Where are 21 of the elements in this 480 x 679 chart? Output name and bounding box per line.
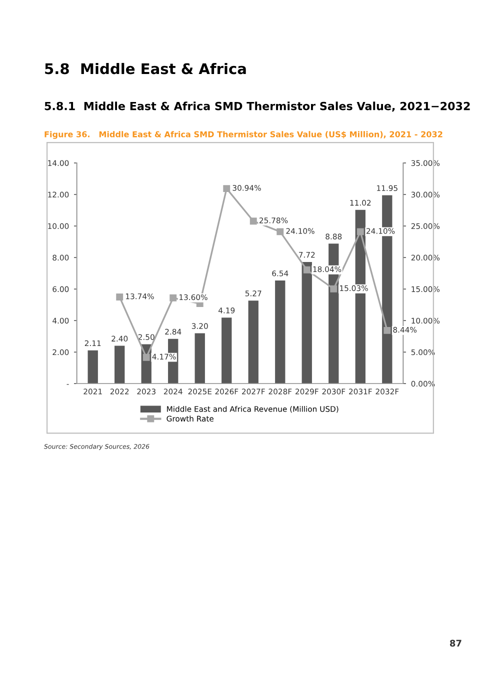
bar [302,262,312,384]
bar [222,318,232,384]
bar [88,350,98,384]
point [142,354,150,361]
bar [248,300,258,384]
point [384,326,391,334]
chart-subtitle: 5.8.1 Middle East & Africa SMD Thermistor Sales Value, 2021−2032 [44,102,470,112]
bar [114,346,125,384]
text: 87 [450,640,462,647]
point [223,185,230,192]
caption: Figure 36. Middle East & Africa SMD Thermistor Sales Value (US$ Million), 2021 - 2032 [44,131,442,139]
bar [275,280,286,384]
point [250,218,257,225]
point [330,285,338,292]
point [170,294,177,302]
chart-title: 5.8 Middle East & Africa [45,62,246,74]
point [356,228,364,236]
bar [194,333,205,384]
point [116,294,124,300]
point [276,228,284,236]
point [303,266,310,274]
